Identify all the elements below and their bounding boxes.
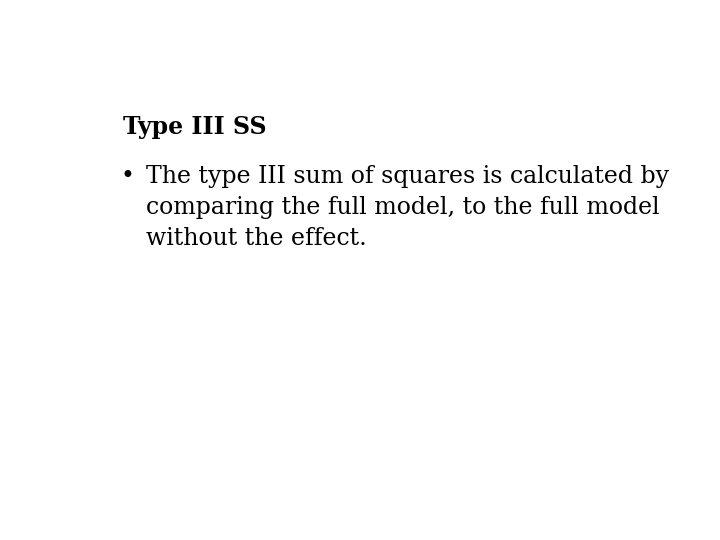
Text: Type III SS: Type III SS — [124, 114, 267, 139]
Text: The type III sum of squares is calculated by: The type III sum of squares is calculate… — [145, 165, 669, 187]
Text: without the effect.: without the effect. — [145, 227, 366, 250]
Text: •: • — [121, 165, 135, 187]
Text: comparing the full model, to the full model: comparing the full model, to the full mo… — [145, 196, 660, 219]
